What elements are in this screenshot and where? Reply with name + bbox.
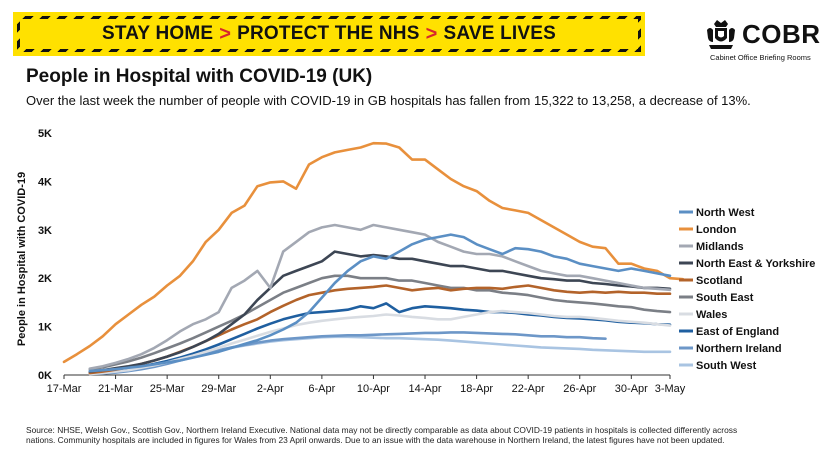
y-tick-label: 3K: [38, 225, 52, 237]
x-tick-label: 18-Apr: [460, 383, 493, 395]
logo-tagline: Cabinet Office Briefing Rooms: [710, 53, 811, 62]
legend-label-northern-ireland: Northern Ireland: [696, 343, 782, 355]
y-axis: 0K 1K 2K 3K 4K 5K: [38, 128, 52, 382]
banner-part-1: STAY HOME: [101, 23, 214, 44]
chart-title: People in Hospital with COVID-19 (UK): [26, 66, 373, 87]
banner-text: STAY HOME > PROTECT THE NHS > SAVE LIVES: [20, 19, 638, 49]
source-footnote: Source: NHSE, Welsh Gov., Scottish Gov.,…: [26, 425, 816, 445]
series-line-north-east-yorkshire: [88, 250, 672, 373]
legend: North West London Midlands North East & Yor…: [679, 207, 815, 372]
legend-label-north-east-yorkshire: North East & Yorkshire: [696, 258, 815, 270]
series-line-london: [62, 141, 685, 364]
x-tick-label: 14-Apr: [409, 383, 442, 395]
x-tick-label: 10-Apr: [357, 383, 390, 395]
x-tick-label: 2-Apr: [257, 383, 284, 395]
footnote-line-2: nations. Community hospitals are include…: [26, 435, 725, 445]
x-tick-label: 17-Mar: [47, 383, 82, 395]
y-tick-label: 4K: [38, 176, 52, 188]
series-line-wales: [88, 309, 672, 376]
stay-home-banner: STAY HOME > PROTECT THE NHS > SAVE LIVES: [13, 12, 645, 56]
x-tick-label: 25-Mar: [150, 383, 185, 395]
royal-crest-icon: [707, 20, 735, 49]
y-axis-label: People in Hospital with COVID-19: [16, 172, 28, 346]
legend-label-east-of-england: East of England: [696, 326, 779, 338]
legend-label-south-west: South West: [696, 360, 757, 372]
x-axis: 17-Mar 21-Mar 25-Mar 29-Mar 2-Apr 6-Apr 10-Apr…: [47, 374, 686, 395]
y-tick-label: 2K: [38, 273, 52, 285]
chart-subtitle: Over the last week the number of people …: [26, 93, 751, 108]
legend-label-london: London: [696, 224, 737, 236]
x-tick-label: 26-Apr: [563, 383, 596, 395]
hospital-line-chart: 0K 1K 2K 3K 4K 5K 17-Mar 21-Mar 25-Mar 29-Mar 2-A…: [16, 128, 815, 395]
series-line-south-east: [88, 274, 672, 371]
x-tick-label: 6-Apr: [308, 383, 335, 395]
legend-label-scotland: Scotland: [696, 275, 742, 287]
y-tick-label: 5K: [38, 128, 52, 140]
footnote-line-1: Source: NHSE, Welsh Gov., Scottish Gov.,…: [26, 425, 738, 435]
cobr-logo: COBR Cabinet Office Briefing Rooms: [704, 18, 824, 62]
banner-part-2: PROTECT THE NHS: [237, 23, 420, 44]
y-tick-label: 1K: [38, 322, 52, 334]
series-line-midlands: [88, 223, 672, 371]
x-tick-label: 3-May: [655, 383, 686, 395]
series-line-north-west: [88, 233, 672, 373]
legend-label-south-east: South East: [696, 292, 754, 304]
x-tick-label: 21-Mar: [98, 383, 133, 395]
x-tick-label: 30-Apr: [615, 383, 648, 395]
y-tick-label: 0K: [38, 370, 52, 382]
x-tick-label: 29-Mar: [201, 383, 236, 395]
banner-separator-1: >: [219, 22, 232, 45]
banner-separator-2: >: [425, 22, 438, 45]
series-line-south-west: [88, 335, 672, 375]
banner-part-3: SAVE LIVES: [443, 23, 556, 44]
legend-label-wales: Wales: [696, 309, 727, 321]
legend-label-midlands: Midlands: [696, 241, 744, 253]
logo-name: COBR: [742, 19, 821, 49]
series-lines: [62, 141, 685, 376]
legend-label-north-west: North West: [696, 207, 755, 219]
x-tick-label: 22-Apr: [512, 383, 545, 395]
